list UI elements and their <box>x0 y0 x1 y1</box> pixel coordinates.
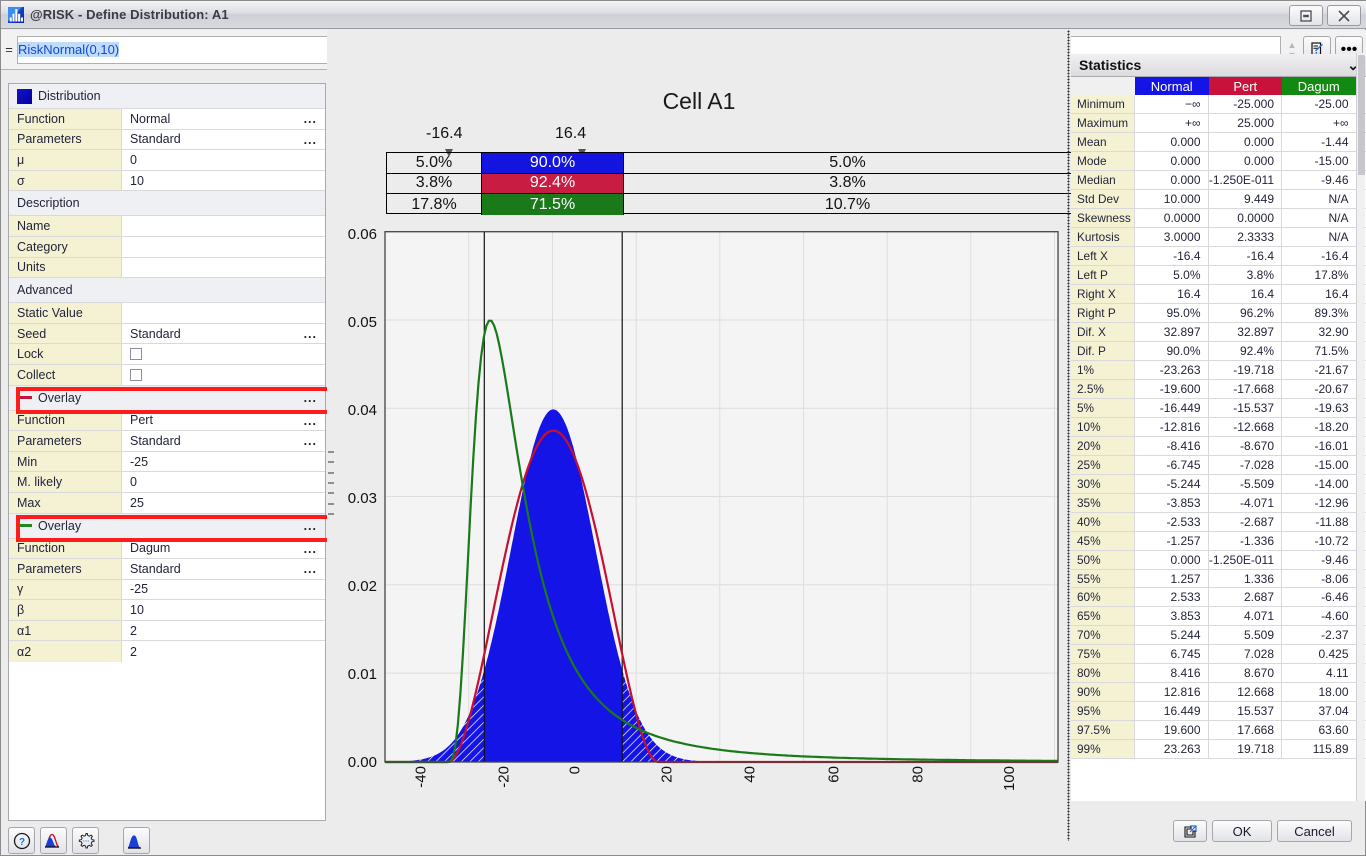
svg-text:?: ? <box>18 837 24 848</box>
